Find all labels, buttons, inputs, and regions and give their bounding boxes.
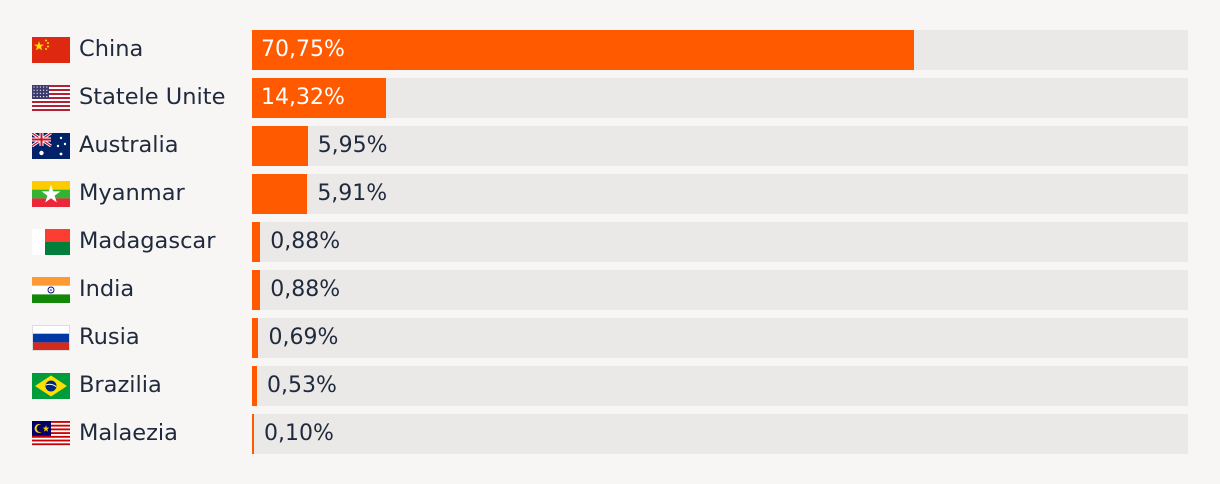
bar-row: Australia 5,95% bbox=[0, 126, 1220, 166]
category-label: Brazilia bbox=[79, 372, 162, 398]
flag-madagascar-icon bbox=[32, 229, 70, 255]
category-label: Madagascar bbox=[79, 228, 216, 254]
bar-row: India 0,88% bbox=[0, 270, 1220, 310]
bar bbox=[252, 30, 915, 70]
bar-row: Statele Unite 14,32% bbox=[0, 78, 1220, 118]
category-label: Statele Unite bbox=[79, 84, 226, 110]
flag-australia-icon bbox=[32, 133, 70, 159]
category-label: India bbox=[79, 276, 135, 302]
flag-usa-icon bbox=[32, 85, 70, 111]
value-label: 0,69% bbox=[268, 325, 339, 350]
value-label: 5,95% bbox=[317, 133, 388, 158]
value-label: 0,10% bbox=[264, 421, 334, 446]
bar-track: 5,95% bbox=[252, 126, 1188, 166]
category-label: Australia bbox=[79, 132, 179, 158]
bar bbox=[252, 318, 259, 358]
value-label: 0,88% bbox=[270, 229, 341, 254]
category-label: Rusia bbox=[79, 324, 140, 350]
category-label: Malaezia bbox=[79, 420, 178, 446]
flag-russia-icon bbox=[32, 325, 70, 351]
bar-row: Madagascar 0,88% bbox=[0, 222, 1220, 262]
value-label: 14,32% bbox=[261, 85, 345, 110]
bar-track: 70,75% bbox=[252, 30, 1188, 70]
value-label: 5,91% bbox=[317, 181, 388, 206]
bar-track: 0,69% bbox=[252, 318, 1188, 358]
bar-track: 14,32% bbox=[252, 78, 1188, 118]
bar-track: 0,88% bbox=[252, 222, 1188, 262]
bar-row: Rusia 0,69% bbox=[0, 318, 1220, 358]
bar bbox=[252, 414, 254, 454]
bar bbox=[252, 174, 308, 214]
bar-track: 0,88% bbox=[252, 270, 1188, 310]
bar-track: 0,53% bbox=[252, 366, 1188, 406]
flag-malaysia-icon bbox=[32, 421, 70, 447]
flag-china-icon bbox=[32, 37, 70, 63]
bar bbox=[252, 366, 257, 406]
bar-row: Brazilia 0,53% bbox=[0, 366, 1220, 406]
bar bbox=[252, 270, 261, 310]
category-label: Myanmar bbox=[79, 180, 185, 206]
bar bbox=[252, 78, 387, 118]
category-label: China bbox=[79, 36, 144, 62]
bar bbox=[252, 222, 261, 262]
bar-track: 0,10% bbox=[252, 414, 1188, 454]
bar bbox=[252, 126, 308, 166]
flag-india-icon bbox=[32, 277, 70, 303]
value-label: 70,75% bbox=[261, 37, 345, 62]
value-label: 0,53% bbox=[266, 373, 337, 398]
bar-row: China 70,75% bbox=[0, 30, 1220, 70]
bar-row: Myanmar 5,91% bbox=[0, 174, 1220, 214]
bar-row: Malaezia 0,10% bbox=[0, 414, 1220, 454]
flag-brazil-icon bbox=[32, 373, 70, 399]
value-label: 0,88% bbox=[270, 277, 341, 302]
bar-track: 5,91% bbox=[252, 174, 1188, 214]
flag-myanmar-icon bbox=[32, 181, 70, 207]
